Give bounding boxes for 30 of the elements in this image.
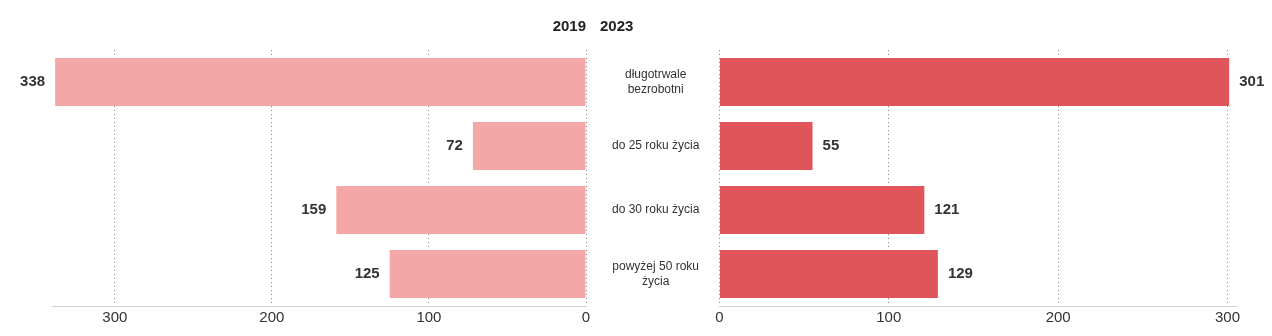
x-tick-label: 200 [1045,308,1071,326]
chart-title: 2023 [600,17,634,35]
y-tick-label: długotrwale bezrobotni [625,67,687,96]
data-label: 121 [934,200,960,218]
data-label: 55 [822,136,840,154]
bar [389,250,586,298]
x-tick-label: 200 [259,308,285,326]
data-label: 301 [1239,72,1265,90]
bar [719,250,938,298]
x-tick-label: 100 [876,308,902,326]
data-label: 159 [301,200,327,218]
data-label: 338 [20,72,46,90]
x-tick-label: 300 [1215,308,1241,326]
chart-title: 2019 [552,17,586,35]
bar [472,122,586,170]
y-tick-label: do 30 roku życia [612,202,700,217]
bar [719,58,1230,106]
data-label: 129 [947,264,973,282]
y-tick-label: powyżej 50 roku życia [612,259,700,288]
y-tick-label: do 25 roku życia [612,138,700,153]
data-label: 125 [354,264,380,282]
x-tick-label: 300 [102,308,128,326]
bar [336,186,586,234]
data-label: 72 [446,136,463,154]
bar [55,58,586,106]
x-tick-label: 0 [715,308,724,326]
bar [719,186,925,234]
bar [719,122,813,170]
x-tick-label: 0 [581,308,591,326]
x-tick-label: 100 [416,308,442,326]
